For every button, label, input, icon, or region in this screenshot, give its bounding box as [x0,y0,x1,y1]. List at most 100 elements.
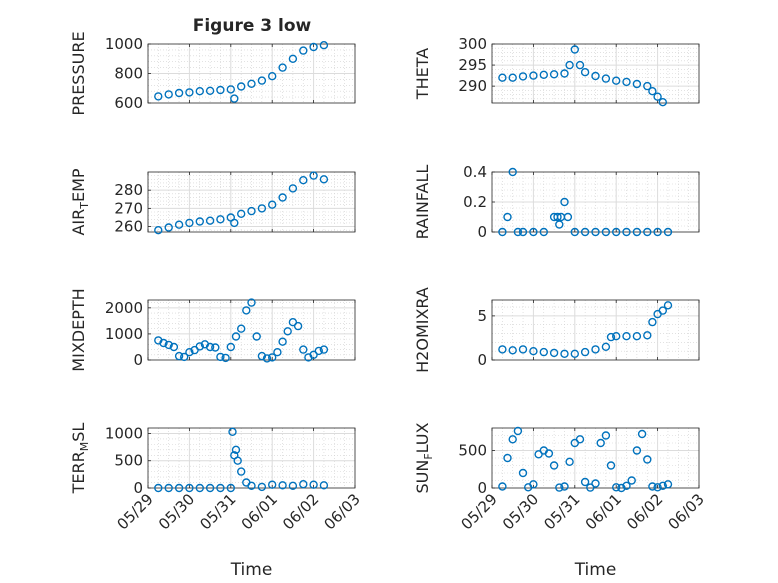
data-point [278,481,287,490]
x-tick-label: 05/30 [499,490,542,533]
data-point [570,349,579,358]
data-point [580,477,590,487]
data-point [319,481,329,490]
y-axis-label: SUNFLUX [413,422,435,493]
data-point [627,476,636,485]
major-grid [492,44,699,103]
data-point [663,227,673,237]
x-tick-label: 06/03 [321,490,364,533]
data-point [236,467,246,476]
axes-box [491,427,700,489]
y-axis-label: MIXDEPTH [69,288,88,371]
data-point [612,332,621,341]
series-points [498,426,673,493]
data-point [299,480,308,489]
data-point [205,216,215,225]
data-point [309,42,318,52]
minor-grid [492,300,699,360]
axes-box [491,299,700,361]
data-point [174,220,184,229]
data-point [663,301,673,310]
data-point [185,218,194,228]
data-point [230,218,239,228]
data-point [539,70,548,80]
data-point [622,77,631,87]
data-point [247,206,256,216]
subplot-grid: 600 800 1000 PRESSURE 290 295 300 THETA 26027028… [69,31,708,580]
data-point [216,85,225,95]
data-point [622,481,631,490]
data-point [601,431,611,440]
data-point [663,480,673,489]
data-point [242,306,251,315]
data-point [319,175,329,184]
data-point [236,82,246,91]
data-point [164,223,173,232]
data-point [544,449,554,458]
data-point [216,352,225,362]
data-point [185,483,194,493]
data-point [309,350,318,359]
data-point [154,483,163,493]
series-points [498,167,673,237]
data-point [643,227,652,237]
data-point [529,480,538,489]
data-point [612,227,621,237]
series-points [154,171,329,235]
data-point [314,346,323,356]
y-tick-label: 0 [477,479,487,497]
data-point [591,71,600,81]
data-point [226,483,236,493]
data-point [632,332,642,341]
data-point [283,327,292,336]
data-point [508,73,517,82]
subplot-sun-flux: 050005/2905/3005/3106/0106/0206/03TimeSU… [413,422,708,580]
axes-box [147,299,356,361]
data-point [226,85,236,94]
data-point [529,227,538,237]
y-tick-label: 500 [458,442,487,460]
data-point [586,483,595,492]
data-point [643,455,652,464]
data-point [648,317,657,327]
data-point [570,45,579,54]
y-tick-label: 295 [458,56,487,74]
data-point [252,332,261,341]
data-point [565,60,574,70]
data-point [205,86,215,96]
data-point [231,445,241,454]
data-point [195,342,205,351]
y-tick-label: 300 [458,35,487,53]
data-point [299,46,308,55]
y-tick-label: 0 [477,223,487,241]
data-point [580,67,590,77]
data-point [185,88,194,97]
data-point [596,438,605,448]
data-point [560,69,569,78]
data-point [247,79,256,89]
x-tick-label: 05/31 [196,490,239,533]
data-point [278,337,287,346]
data-point [553,212,562,222]
subplot-mixdepth: 0 1000 2000 MIXDEPTH [69,288,356,372]
data-point [560,349,569,358]
x-axis-label: Time [230,560,273,580]
y-axis-label: RAINFALL [413,165,432,240]
data-point [257,76,267,85]
minor-grid [492,44,699,103]
data-point [539,227,548,237]
data-point [257,351,267,361]
data-point [262,354,272,363]
data-point [195,86,205,96]
data-point [565,457,574,466]
y-axis-label: THETA [413,48,432,100]
data-point [575,60,585,70]
y-tick-label: 260 [114,218,143,236]
y-axis-label: TERRMSL [69,423,91,495]
data-point [529,347,538,356]
y-tick-label: 5 [477,307,487,325]
data-point [216,483,225,493]
y-tick-label: 0 [477,351,487,369]
data-point [658,306,667,315]
